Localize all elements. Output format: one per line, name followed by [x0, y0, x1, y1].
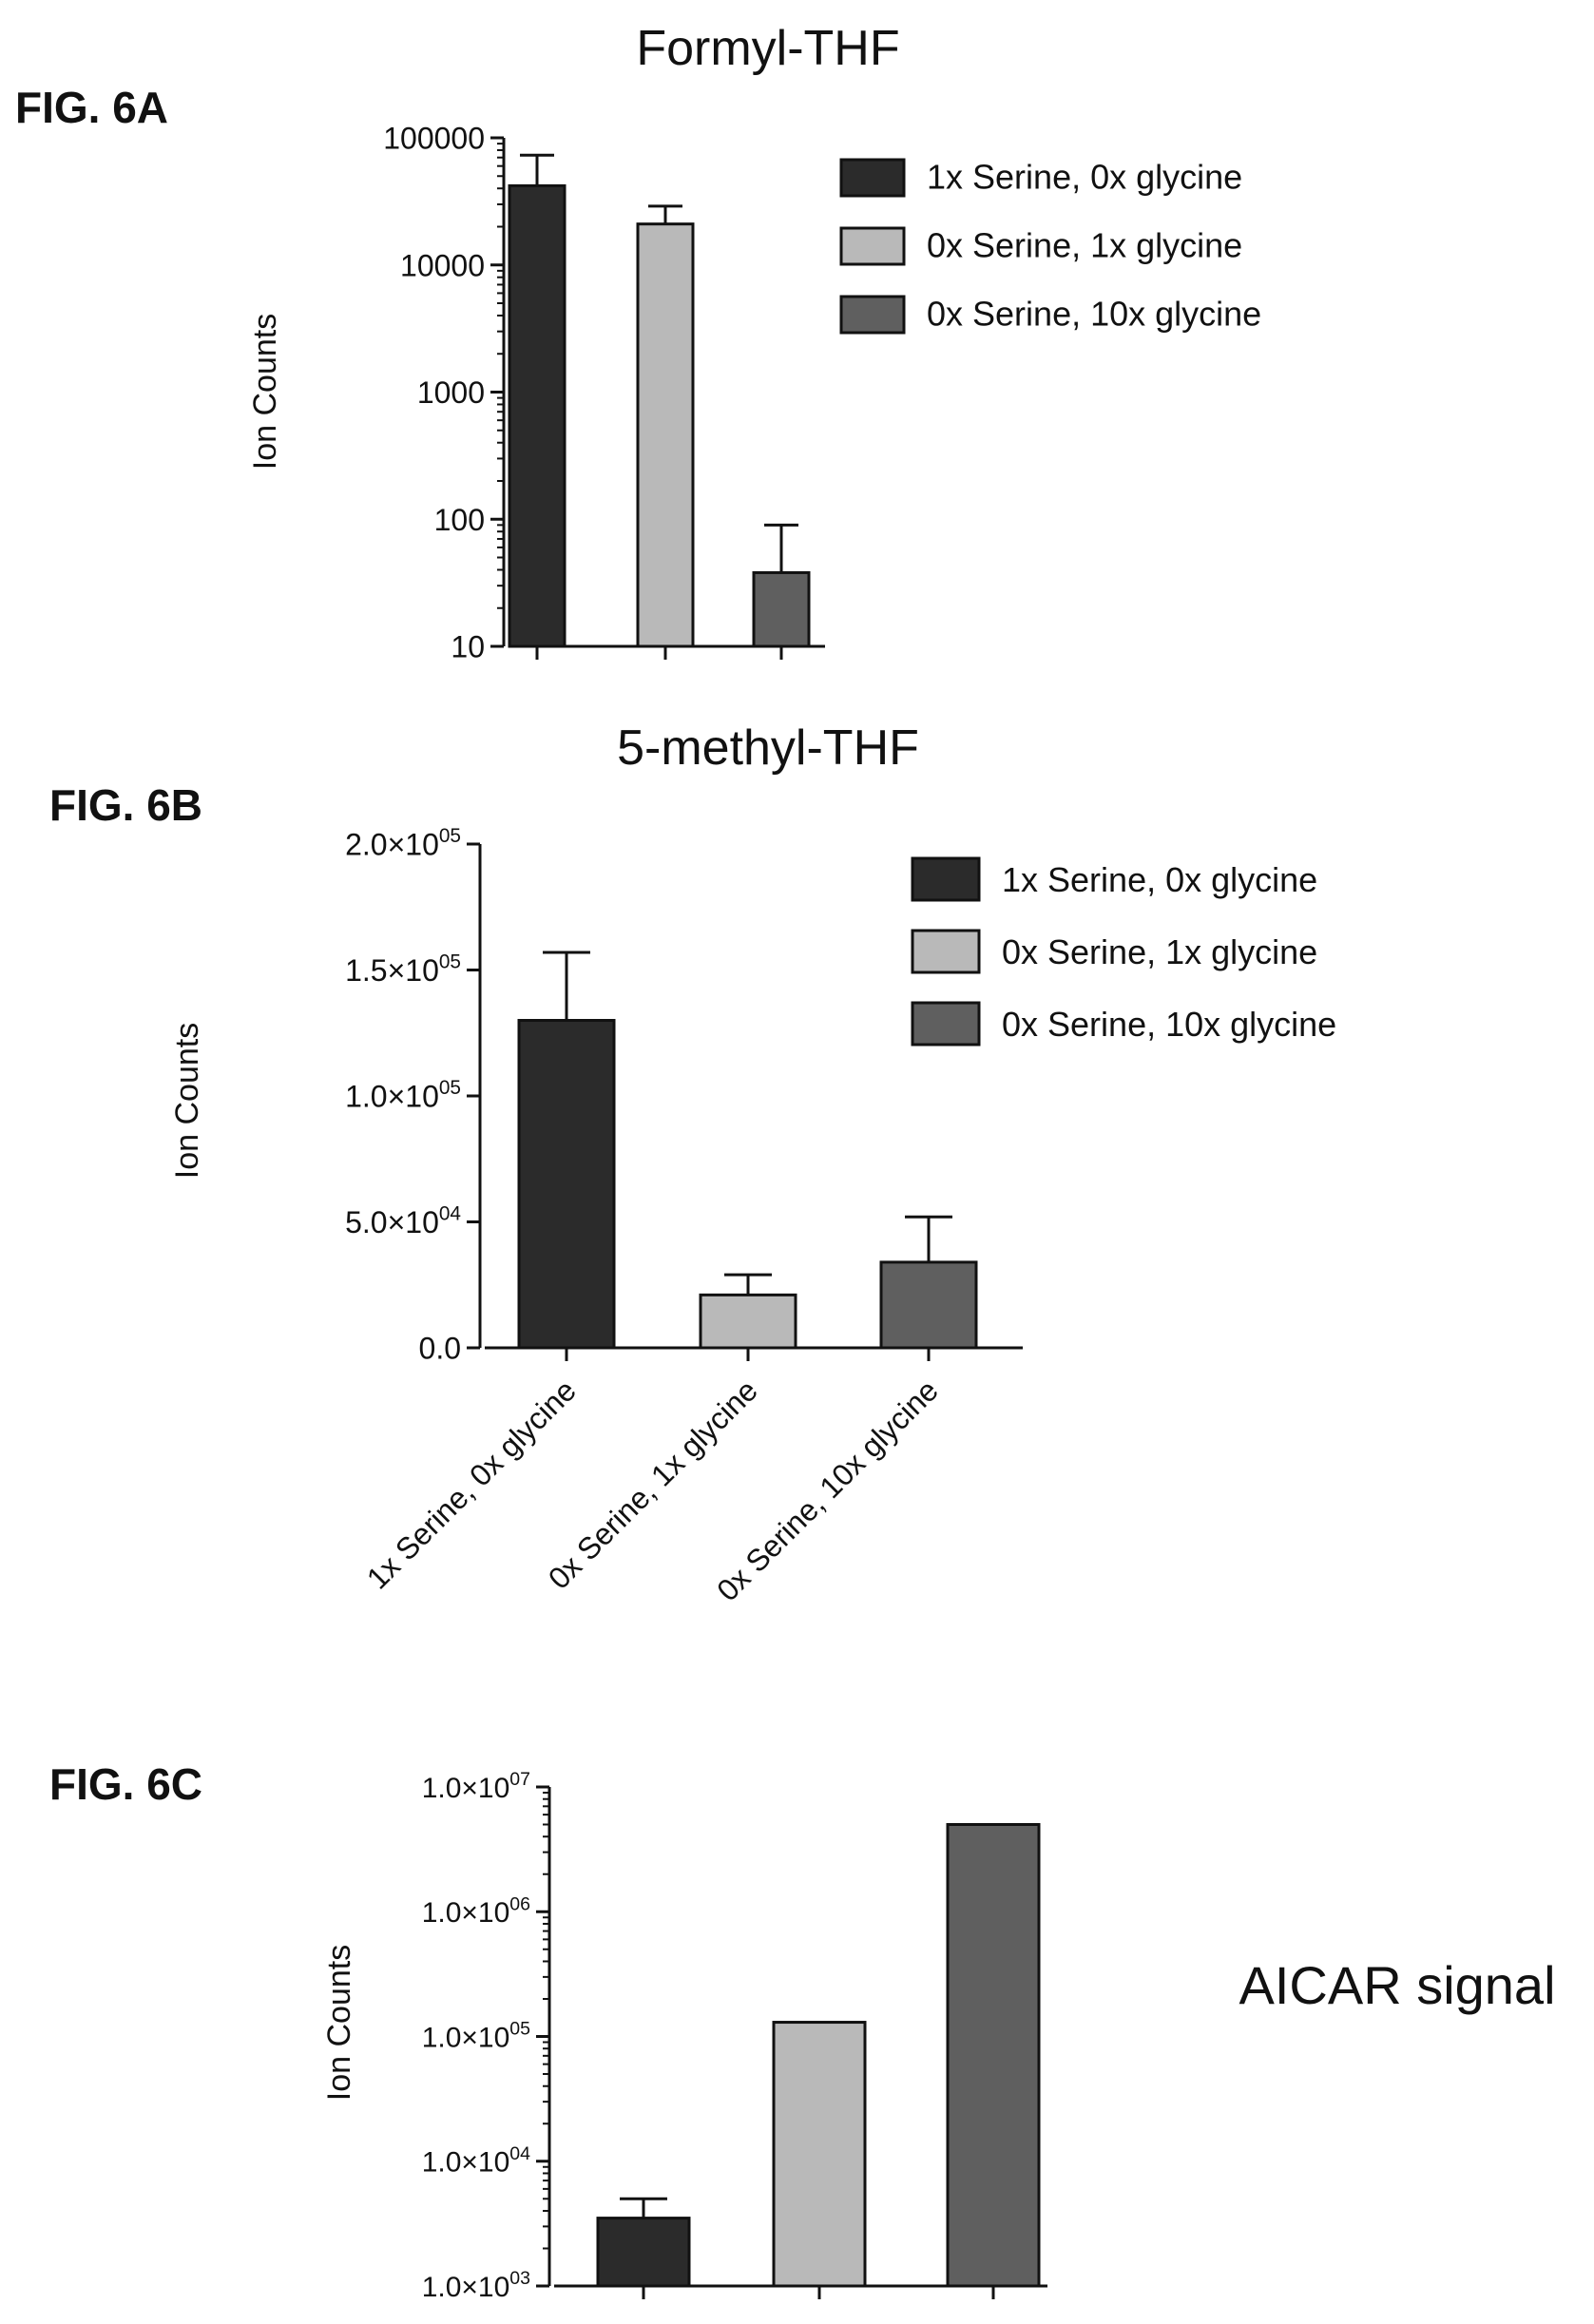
y-tick-exponent: 03 — [509, 2268, 530, 2289]
y-tick-label: 2.0×1005 — [345, 825, 461, 861]
y-tick-exponent: 06 — [509, 1893, 530, 1914]
legend-swatch — [841, 228, 904, 264]
y-tick-exponent: 07 — [509, 1769, 530, 1790]
y-tick-label: 10 — [451, 630, 485, 664]
y-tick-label: 5.0×1004 — [345, 1203, 461, 1239]
y-tick-exponent: 05 — [439, 825, 461, 847]
legend-label: 0x Serine, 1x glycine — [1002, 932, 1317, 971]
legend-label: 0x Serine, 1x glycine — [927, 225, 1242, 264]
bar — [754, 572, 809, 646]
y-tick-label: 100 — [434, 503, 485, 537]
y-axis-label: Ion Counts — [169, 1023, 205, 1179]
bar — [638, 224, 693, 646]
legend-label: 0x Serine, 10x glycine — [1002, 1005, 1336, 1044]
y-tick-label: 1.0×1005 — [345, 1077, 461, 1113]
chart-title: AICAR signal — [1239, 1955, 1555, 2015]
y-tick-label: 1.0×1004 — [422, 2143, 530, 2179]
legend-swatch — [912, 1003, 979, 1045]
y-tick-exponent: 05 — [509, 2019, 530, 2040]
bar — [774, 2023, 865, 2286]
legend-label: 0x Serine, 10x glycine — [927, 294, 1261, 333]
bar — [948, 1825, 1039, 2286]
legend-label: 1x Serine, 0x glycine — [927, 157, 1242, 196]
y-tick-label: 1.5×1005 — [345, 951, 461, 988]
y-axis-label: Ion Counts — [247, 314, 283, 470]
y-tick-label: 100000 — [383, 122, 485, 156]
bar — [519, 1021, 614, 1349]
y-tick-label: 0.0 — [419, 1332, 461, 1366]
y-tick-label: 1.0×1006 — [422, 1893, 530, 1929]
y-tick-exponent: 05 — [439, 1077, 461, 1099]
bar — [881, 1262, 976, 1348]
y-tick-exponent: 04 — [439, 1203, 461, 1225]
chart-title: Formyl-THF — [636, 21, 899, 76]
chart-title: 5-methyl-THF — [617, 720, 919, 776]
y-tick-label: 10000 — [400, 248, 485, 282]
y-tick-label: 1.0×1003 — [422, 2268, 530, 2303]
y-axis-label: Ion Counts — [321, 1945, 357, 2101]
y-tick-exponent: 04 — [509, 2143, 530, 2164]
bar — [509, 185, 565, 646]
legend-swatch — [912, 858, 979, 900]
legend-swatch — [841, 160, 904, 196]
y-tick-label: 1.0×1007 — [422, 1769, 530, 1804]
y-tick-label: 1.0×1005 — [422, 2019, 530, 2054]
legend-swatch — [912, 931, 979, 972]
y-tick-exponent: 05 — [439, 951, 461, 973]
y-tick-label: 1000 — [417, 375, 485, 410]
legend-swatch — [841, 297, 904, 333]
x-category-label: 1x Serine, 0x glycine — [360, 1373, 583, 1595]
bar — [701, 1295, 796, 1348]
formyl-thf-chart: Formyl-THF Ion Counts 10 100 1000 10000 100000… — [0, 0, 1594, 703]
bar — [598, 2218, 689, 2286]
legend-label: 1x Serine, 0x glycine — [1002, 860, 1317, 899]
aicar-chart: AICAR signal Ion Counts 1.0×1003 1.0×1004 1.… — [0, 1749, 1594, 2324]
methyl-thf-chart: 5-methyl-THF Ion Counts 0.0 5.0×1004 1.0×100… — [0, 703, 1594, 1749]
